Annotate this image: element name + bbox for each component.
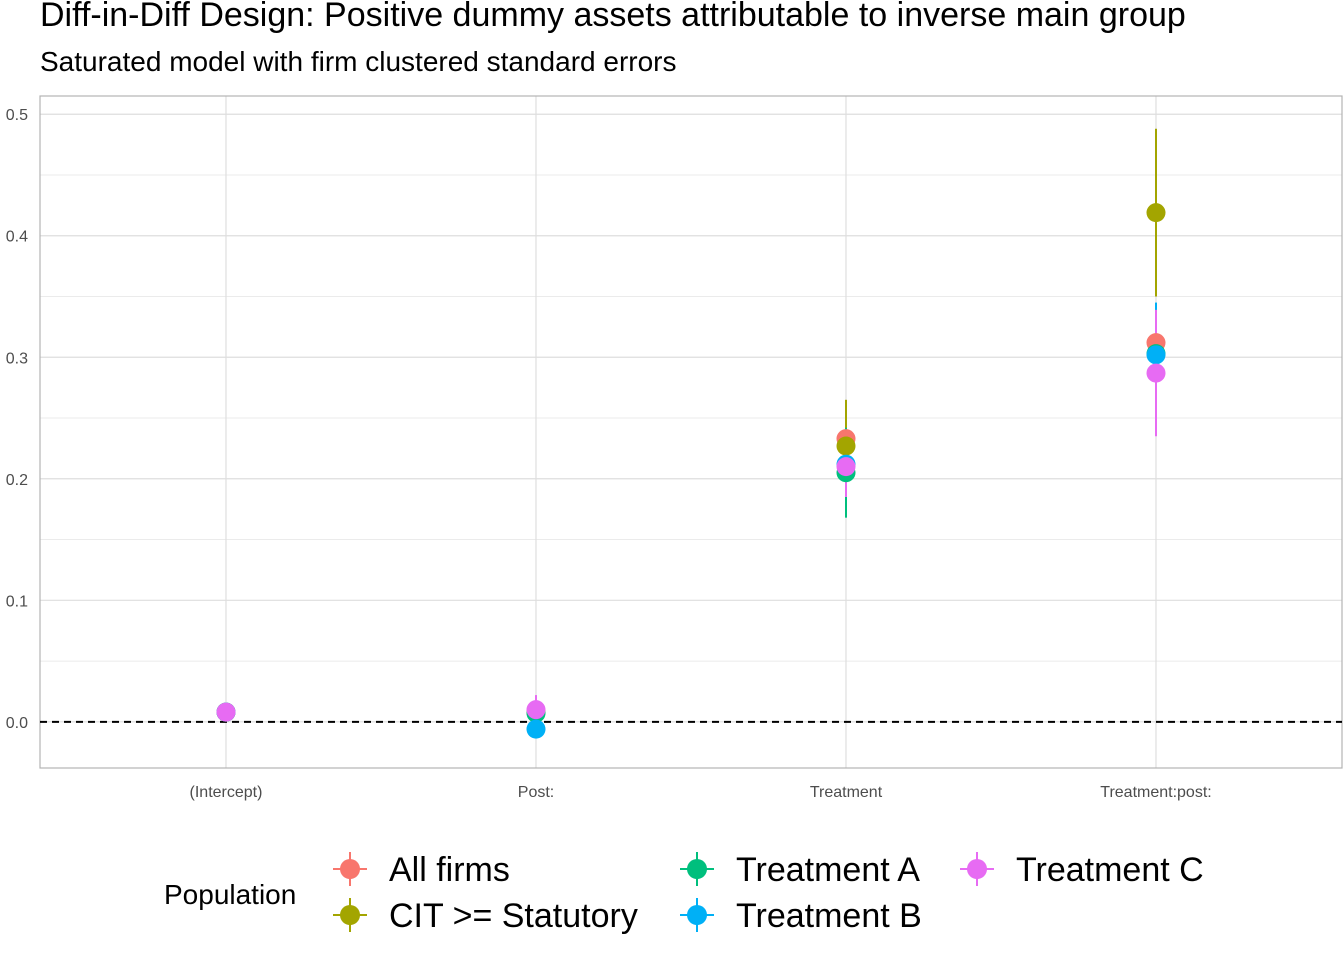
chart-marks	[40, 128, 1342, 739]
y-tick-label: 0.1	[6, 593, 28, 610]
axes: 0.0 0.1 0.2 0.3 0.4 0.5 (Intercept) Post: Treatm…	[6, 95, 1343, 801]
legend-item-cit-statutory: CIT >= Statutory	[333, 897, 638, 935]
data-point	[526, 719, 546, 739]
legend: Population All firms CIT >= Statutory Treat…	[164, 851, 1204, 935]
data-point	[1146, 345, 1166, 365]
legend-key-point	[967, 859, 987, 879]
legend-label: Treatment B	[736, 897, 922, 935]
chart-subtitle: Saturated model with firm clustered stan…	[40, 46, 677, 77]
legend-item-all-firms: All firms	[333, 851, 510, 889]
x-tick-label: Post:	[518, 784, 554, 801]
y-tick-label: 0.5	[6, 107, 28, 124]
points-treatment-b	[216, 345, 1166, 739]
y-tick-label: 0.4	[6, 229, 28, 246]
x-tick-label: (Intercept)	[190, 784, 263, 801]
data-point	[836, 436, 856, 456]
legend-key-point	[687, 905, 707, 925]
legend-title: Population	[164, 879, 296, 910]
legend-label: Treatment A	[736, 851, 920, 889]
data-point	[526, 700, 546, 720]
legend-label: All firms	[389, 851, 510, 889]
legend-key-point	[340, 859, 360, 879]
legend-item-treatment-a: Treatment A	[680, 851, 920, 889]
grid	[40, 96, 1342, 768]
series-treatment-c	[225, 309, 1157, 722]
data-point	[1146, 363, 1166, 383]
legend-item-treatment-c: Treatment C	[960, 851, 1204, 889]
points-cit-statutory	[216, 203, 1166, 722]
y-tick-label: 0.3	[6, 350, 28, 367]
y-tick-label: 0.0	[6, 715, 28, 732]
panel-border	[39, 95, 1343, 769]
series-treatment-a	[225, 325, 1157, 720]
x-tick-label: Treatment:post:	[1100, 784, 1211, 801]
legend-label: CIT >= Statutory	[389, 897, 638, 935]
y-tick-label: 0.2	[6, 472, 28, 489]
x-tick-label: Treatment	[810, 784, 883, 801]
series-treatment-b	[225, 302, 1157, 737]
series-cit-statutory	[225, 128, 1157, 720]
points-all-firms	[216, 333, 1166, 722]
chart-title: Diff-in-Diff Design: Positive dummy asse…	[40, 0, 1186, 34]
data-point	[1146, 203, 1166, 223]
legend-label: Treatment C	[1016, 851, 1204, 889]
legend-item-treatment-b: Treatment B	[680, 897, 922, 935]
legend-key-point	[687, 859, 707, 879]
series-all-firms	[225, 328, 1157, 717]
points-treatment-c	[216, 363, 1166, 722]
legend-key-point	[340, 905, 360, 925]
points-treatment-a	[216, 344, 1166, 723]
data-point	[216, 702, 236, 722]
data-point	[836, 457, 856, 477]
